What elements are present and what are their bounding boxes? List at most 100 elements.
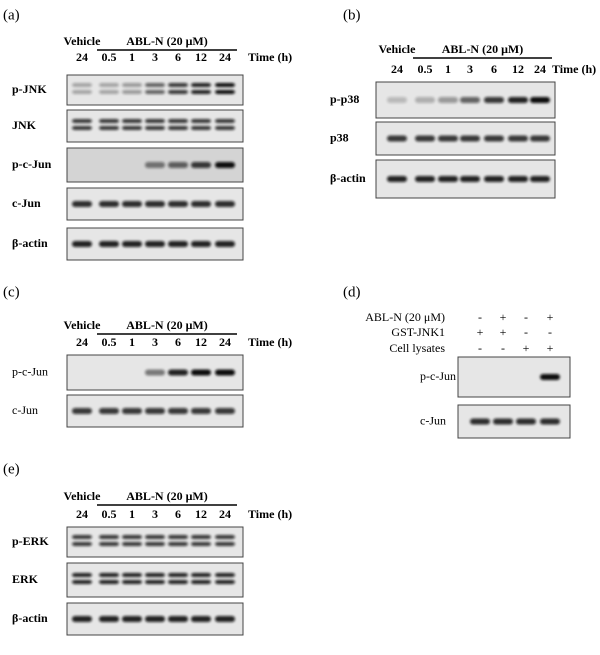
band bbox=[145, 535, 165, 539]
condition-sign: + bbox=[500, 310, 507, 324]
band bbox=[72, 90, 92, 94]
band bbox=[168, 162, 188, 168]
time-label: 3 bbox=[152, 335, 158, 349]
band bbox=[122, 241, 142, 247]
blot-label: p-c-Jun bbox=[12, 364, 48, 378]
time-label: 24 bbox=[219, 335, 231, 349]
condition-sign: - bbox=[524, 310, 528, 324]
band bbox=[145, 580, 165, 584]
time-label: 0.5 bbox=[102, 335, 117, 349]
band bbox=[415, 135, 435, 142]
band bbox=[484, 135, 504, 142]
band bbox=[191, 126, 211, 130]
band bbox=[99, 83, 119, 87]
time-label: 6 bbox=[175, 50, 181, 64]
panel-label: (d) bbox=[343, 284, 361, 300]
time-label: 12 bbox=[512, 62, 524, 76]
panel-label: (c) bbox=[3, 284, 20, 300]
band bbox=[122, 83, 142, 87]
band bbox=[72, 83, 92, 87]
condition-sign: + bbox=[477, 325, 484, 339]
time-label: 24 bbox=[219, 507, 231, 521]
blot-label: p-JNK bbox=[12, 82, 47, 96]
band bbox=[122, 542, 142, 546]
time-label: 6 bbox=[175, 507, 181, 521]
treatment-label: ABL-N (20 μM) bbox=[126, 318, 207, 332]
band bbox=[191, 542, 211, 546]
band bbox=[145, 616, 165, 622]
band bbox=[215, 241, 235, 247]
band bbox=[438, 135, 458, 142]
condition-sign: - bbox=[524, 325, 528, 339]
band bbox=[122, 616, 142, 622]
band bbox=[215, 580, 235, 584]
band bbox=[145, 201, 165, 207]
band bbox=[215, 535, 235, 539]
band bbox=[191, 369, 211, 376]
band bbox=[540, 418, 560, 425]
time-label: 12 bbox=[195, 507, 207, 521]
condition-sign: + bbox=[500, 325, 507, 339]
band bbox=[122, 573, 142, 577]
treatment-label: ABL-N (20 μM) bbox=[442, 42, 523, 56]
band bbox=[122, 201, 142, 207]
band bbox=[99, 90, 119, 94]
time-unit: Time (h) bbox=[248, 507, 292, 521]
band bbox=[508, 97, 528, 103]
band bbox=[215, 408, 235, 414]
time-label: 24 bbox=[219, 50, 231, 64]
time-unit: Time (h) bbox=[552, 62, 596, 76]
band bbox=[122, 580, 142, 584]
band bbox=[99, 542, 119, 546]
band bbox=[72, 616, 92, 622]
condition-sign: - bbox=[501, 341, 505, 355]
band bbox=[168, 126, 188, 130]
condition-sign: + bbox=[547, 341, 554, 355]
vehicle-label: Vehicle bbox=[64, 489, 102, 503]
blot-label: β-actin bbox=[12, 236, 48, 250]
band bbox=[438, 176, 458, 182]
band bbox=[387, 135, 407, 142]
band bbox=[99, 201, 119, 207]
band bbox=[215, 542, 235, 546]
band bbox=[530, 176, 550, 182]
band bbox=[484, 176, 504, 182]
band bbox=[215, 201, 235, 207]
time-label: 12 bbox=[195, 335, 207, 349]
band bbox=[122, 535, 142, 539]
time-unit: Time (h) bbox=[248, 335, 292, 349]
band bbox=[168, 369, 188, 376]
band bbox=[493, 418, 513, 425]
band bbox=[540, 374, 560, 380]
band bbox=[145, 119, 165, 123]
band bbox=[145, 573, 165, 577]
time-label: 1 bbox=[129, 507, 135, 521]
condition-label: Cell lysates bbox=[389, 341, 445, 355]
band bbox=[438, 97, 458, 103]
band bbox=[168, 119, 188, 123]
time-label: 3 bbox=[152, 50, 158, 64]
blot-label: p-p38 bbox=[330, 92, 359, 106]
band bbox=[72, 535, 92, 539]
band bbox=[516, 418, 536, 425]
band bbox=[215, 83, 235, 87]
band bbox=[191, 90, 211, 94]
band bbox=[168, 616, 188, 622]
band bbox=[72, 408, 92, 414]
time-label: 0.5 bbox=[102, 507, 117, 521]
band bbox=[168, 408, 188, 414]
band bbox=[145, 90, 165, 94]
band bbox=[168, 83, 188, 87]
band bbox=[484, 97, 504, 103]
band bbox=[508, 135, 528, 142]
band bbox=[145, 241, 165, 247]
time-label: 0.5 bbox=[418, 62, 433, 76]
panel-label: (b) bbox=[343, 7, 361, 23]
time-label: 24 bbox=[76, 50, 88, 64]
time-label: 6 bbox=[491, 62, 497, 76]
band bbox=[168, 542, 188, 546]
time-label: 6 bbox=[175, 335, 181, 349]
band bbox=[72, 580, 92, 584]
band bbox=[191, 162, 211, 168]
